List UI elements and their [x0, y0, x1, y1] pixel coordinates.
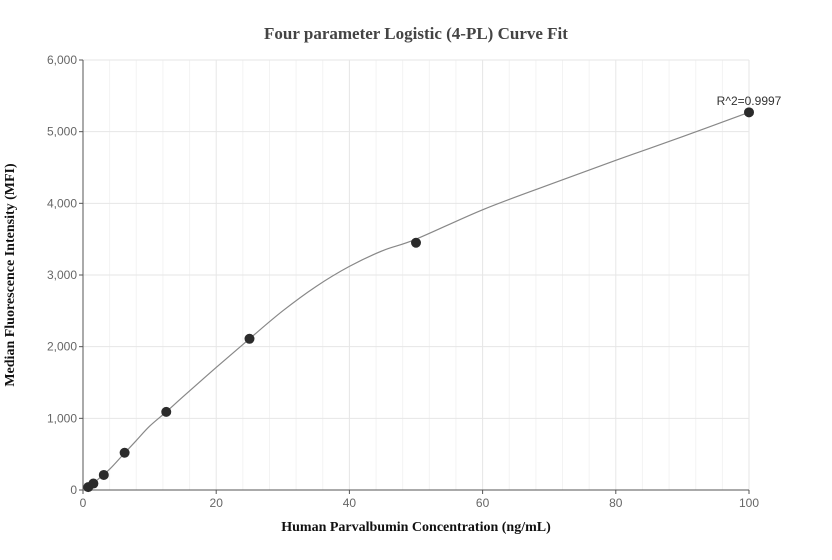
data-point [744, 107, 754, 118]
y-tick-label: 2,000 [47, 340, 77, 354]
x-tick-label: 20 [210, 496, 224, 510]
tick-labels: 0 20 40 60 80 100 0 1,000 2,000 3,000 4,000 5,000 6,… [47, 53, 759, 510]
x-tick-label: 100 [739, 496, 759, 510]
y-tick-label: 3,000 [47, 268, 77, 282]
data-point [98, 469, 109, 480]
y-tick-label: 0 [70, 483, 77, 497]
grid [82, 59, 750, 491]
y-tick-label: 4,000 [47, 196, 77, 210]
data-point [411, 237, 421, 248]
axes [79, 59, 750, 494]
x-tick-label: 0 [80, 496, 87, 510]
y-tick-label: 6,000 [47, 53, 77, 67]
data-points [83, 107, 754, 493]
x-tick-label: 40 [343, 496, 357, 510]
chart-title: Four parameter Logistic (4-PL) Curve Fit [264, 24, 568, 43]
data-point [161, 406, 172, 417]
fit-curve [82, 111, 750, 491]
x-tick-label: 60 [476, 496, 490, 510]
x-tick-label: 80 [609, 496, 623, 510]
data-point [119, 447, 130, 458]
r-squared-annotation: R^2=0.9997 [717, 94, 782, 108]
y-tick-label: 1,000 [47, 411, 77, 425]
data-point [244, 333, 255, 344]
y-axis-label: Median Fluorescence Intensity (MFI) [3, 163, 18, 387]
x-axis-label: Human Parvalbumin Concentration (ng/mL) [281, 520, 551, 535]
y-tick-label: 5,000 [47, 125, 77, 139]
data-point [88, 478, 99, 489]
